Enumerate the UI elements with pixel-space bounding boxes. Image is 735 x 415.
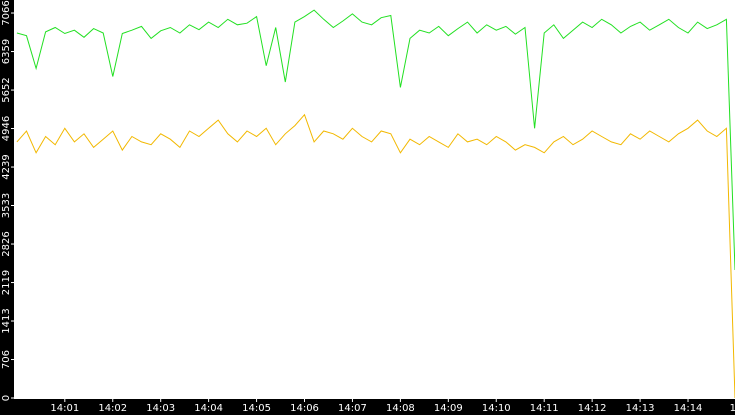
x-tick-label: 14:09 — [434, 403, 463, 414]
y-tick-label: 5652 — [1, 77, 12, 102]
x-tick-label: 14:07 — [338, 403, 367, 414]
x-tick-label: 14:02 — [98, 403, 127, 414]
series-line — [16, 9, 735, 271]
y-tick-label: 2826 — [1, 231, 12, 256]
y-tick-label: 6359 — [1, 39, 12, 64]
x-tick-label: 14:01 — [50, 403, 79, 414]
y-tick-label: 3533 — [1, 193, 12, 218]
x-tick-label: 14 — [730, 403, 735, 414]
y-tick-label: 1413 — [1, 308, 12, 333]
x-tick-label: 14:08 — [386, 403, 415, 414]
y-tick-label: 0 — [1, 395, 12, 401]
x-tick-label: 14:10 — [482, 403, 511, 414]
x-tick-label: 14:13 — [626, 403, 655, 414]
x-tick-label: 14:04 — [194, 403, 223, 414]
x-tick-label: 14:06 — [290, 403, 319, 414]
series-line — [16, 113, 735, 399]
y-tick-label: 706 — [1, 350, 12, 369]
y-tick-label: 7066 — [1, 0, 12, 25]
y-tick-label: 2119 — [1, 270, 12, 295]
y-tick-label: 4946 — [1, 116, 12, 141]
x-tick-label: 14:14 — [674, 403, 703, 414]
x-tick-label: 14:03 — [146, 403, 175, 414]
y-tick-label: 4239 — [1, 154, 12, 179]
x-tick-label: 14:11 — [530, 403, 559, 414]
x-tick-label: 14:12 — [578, 403, 607, 414]
x-tick-label: 14:05 — [242, 403, 271, 414]
plot-area — [14, 0, 735, 399]
